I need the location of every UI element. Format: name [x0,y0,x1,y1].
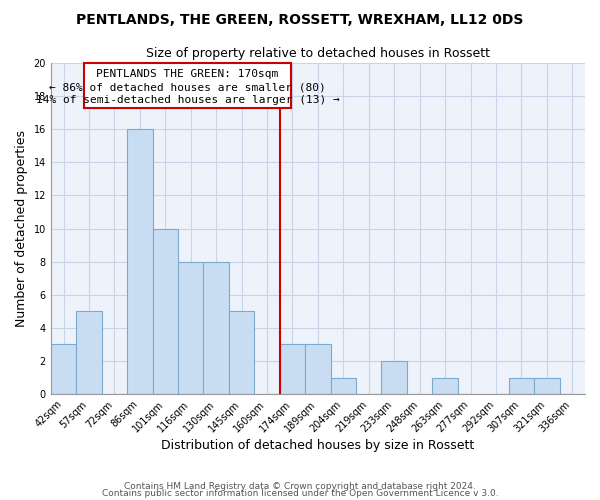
Bar [280,344,305,394]
Bar [76,312,101,394]
Text: 14% of semi-detached houses are larger (13) →: 14% of semi-detached houses are larger (… [35,96,340,106]
Y-axis label: Number of detached properties: Number of detached properties [15,130,28,327]
Bar [203,262,229,394]
Bar [127,130,152,394]
Title: Size of property relative to detached houses in Rossett: Size of property relative to detached ho… [146,48,490,60]
Text: PENTLANDS THE GREEN: 170sqm: PENTLANDS THE GREEN: 170sqm [97,69,278,79]
Bar [534,378,560,394]
Bar [178,262,203,394]
X-axis label: Distribution of detached houses by size in Rossett: Distribution of detached houses by size … [161,440,475,452]
Bar [433,378,458,394]
Text: ← 86% of detached houses are smaller (80): ← 86% of detached houses are smaller (80… [49,82,326,92]
Text: PENTLANDS, THE GREEN, ROSSETT, WREXHAM, LL12 0DS: PENTLANDS, THE GREEN, ROSSETT, WREXHAM, … [76,12,524,26]
Bar [382,361,407,394]
Text: Contains HM Land Registry data © Crown copyright and database right 2024.: Contains HM Land Registry data © Crown c… [124,482,476,491]
FancyBboxPatch shape [84,63,291,108]
Bar [51,344,76,394]
Bar [509,378,534,394]
Bar [152,228,178,394]
Bar [229,312,254,394]
Text: Contains public sector information licensed under the Open Government Licence v : Contains public sector information licen… [101,490,499,498]
Bar [331,378,356,394]
Bar [305,344,331,394]
